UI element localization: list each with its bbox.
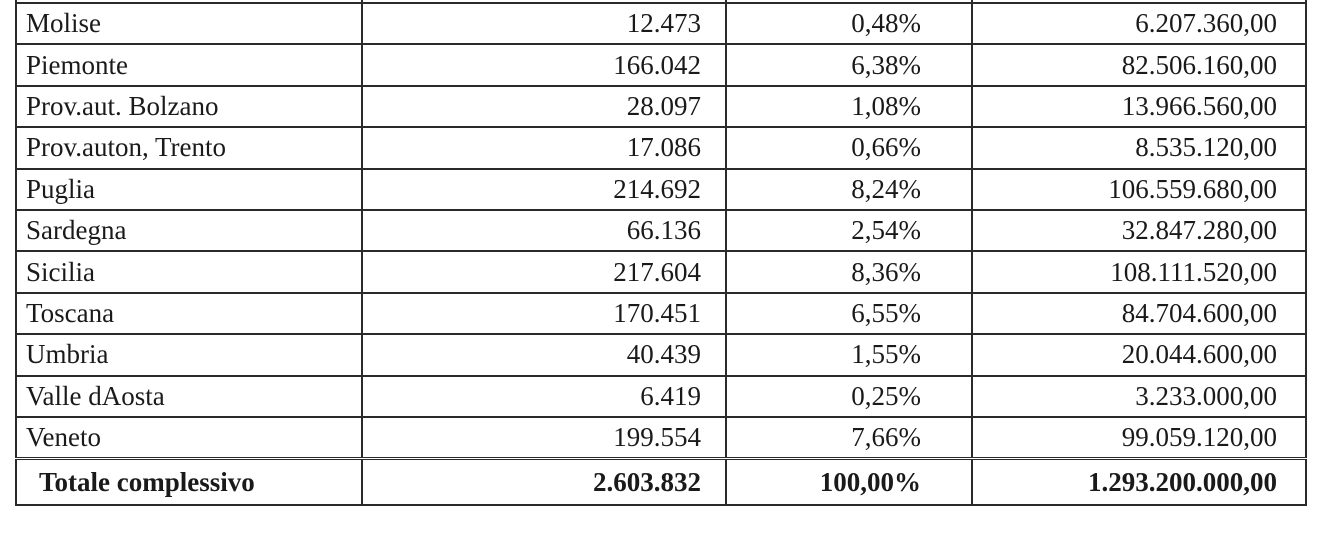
table-row: Sicilia 217.604 8,36% 108.111.520,00	[15, 250, 1307, 294]
count-cell: 170.451	[361, 291, 727, 336]
table-row: Sardegna 66.136 2,54% 32.847.280,00	[15, 208, 1307, 253]
amount-cell: 8.535.120,00	[971, 126, 1307, 170]
region-cell: Puglia	[15, 167, 363, 211]
region-cell: Prov.aut. Bolzano	[15, 84, 363, 129]
amount-cell: 32.847.280,00	[971, 208, 1307, 253]
region-cell: Umbria	[15, 333, 363, 377]
count-cell: 17.086	[361, 126, 727, 170]
total-label: Totale complessivo	[15, 457, 363, 507]
table-row: Toscana 170.451 6,55% 84.704.600,00	[15, 291, 1307, 336]
total-amount: 1.293.200.000,00	[971, 457, 1307, 507]
allocation-table-container: Molise 12.473 0,48% 6.207.360,00 Piemonte 166…	[15, 0, 1307, 507]
table-row: Puglia 214.692 8,24% 106.559.680,00	[15, 167, 1307, 211]
count-cell: 217.604	[361, 250, 727, 294]
count-cell: 214.692	[361, 167, 727, 211]
clipped-cell	[971, 0, 1307, 4]
table-row: Valle dAosta 6.419 0,25% 3.233.000,00	[15, 374, 1307, 418]
table-row: Prov.aut. Bolzano 28.097 1,08% 13.966.560,0…	[15, 84, 1307, 129]
clipped-cell	[15, 0, 363, 4]
percentage-cell: 6,55%	[725, 291, 973, 336]
percentage-cell: 2,54%	[725, 208, 973, 253]
region-cell: Sicilia	[15, 250, 363, 294]
region-cell: Prov.auton, Trento	[15, 126, 363, 170]
clipped-cell	[361, 0, 727, 4]
percentage-cell: 1,08%	[725, 84, 973, 129]
count-cell: 12.473	[361, 1, 727, 46]
amount-cell: 108.111.520,00	[971, 250, 1307, 294]
region-cell: Valle dAosta	[15, 374, 363, 418]
region-cell: Veneto	[15, 415, 363, 460]
region-cell: Sardegna	[15, 208, 363, 253]
count-cell: 6.419	[361, 374, 727, 418]
percentage-cell: 1,55%	[725, 333, 973, 377]
amount-cell: 99.059.120,00	[971, 415, 1307, 460]
percentage-cell: 8,24%	[725, 167, 973, 211]
count-cell: 28.097	[361, 84, 727, 129]
amount-cell: 84.704.600,00	[971, 291, 1307, 336]
region-cell: Piemonte	[15, 43, 363, 87]
region-cell: Molise	[15, 1, 363, 46]
amount-cell: 106.559.680,00	[971, 167, 1307, 211]
amount-cell: 6.207.360,00	[971, 1, 1307, 46]
percentage-cell: 0,25%	[725, 374, 973, 418]
total-row: Totale complessivo 2.603.832 100,00% 1.293.…	[15, 457, 1307, 507]
amount-cell: 82.506.160,00	[971, 43, 1307, 87]
count-cell: 40.439	[361, 333, 727, 377]
percentage-cell: 0,66%	[725, 126, 973, 170]
percentage-cell: 0,48%	[725, 1, 973, 46]
table-body: Molise 12.473 0,48% 6.207.360,00 Piemonte 166…	[15, 0, 1307, 507]
table-row: Prov.auton, Trento 17.086 0,66% 8.535.120,0…	[15, 126, 1307, 170]
count-cell: 66.136	[361, 208, 727, 253]
amount-cell: 13.966.560,00	[971, 84, 1307, 129]
total-percentage: 100,00%	[725, 457, 973, 507]
table-row: Piemonte 166.042 6,38% 82.506.160,00	[15, 43, 1307, 87]
percentage-cell: 7,66%	[725, 415, 973, 460]
count-cell: 199.554	[361, 415, 727, 460]
amount-cell: 20.044.600,00	[971, 333, 1307, 377]
clipped-row	[15, 0, 1307, 4]
amount-cell: 3.233.000,00	[971, 374, 1307, 418]
percentage-cell: 8,36%	[725, 250, 973, 294]
count-cell: 166.042	[361, 43, 727, 87]
total-count: 2.603.832	[361, 457, 727, 507]
clipped-cell	[725, 0, 973, 4]
region-allocation-table: Molise 12.473 0,48% 6.207.360,00 Piemonte 166…	[15, 0, 1307, 507]
table-row: Molise 12.473 0,48% 6.207.360,00	[15, 1, 1307, 46]
table-row: Veneto 199.554 7,66% 99.059.120,00	[15, 415, 1307, 460]
table-row: Umbria 40.439 1,55% 20.044.600,00	[15, 333, 1307, 377]
percentage-cell: 6,38%	[725, 43, 973, 87]
region-cell: Toscana	[15, 291, 363, 336]
